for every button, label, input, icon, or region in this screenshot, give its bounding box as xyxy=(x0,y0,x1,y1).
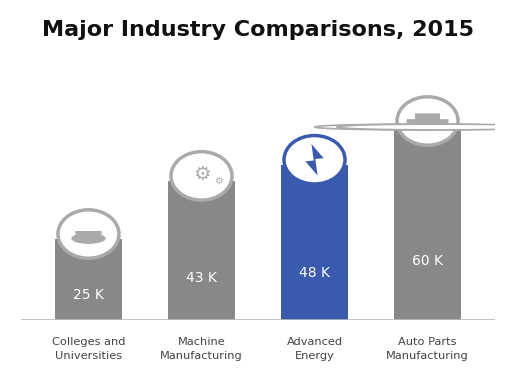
FancyBboxPatch shape xyxy=(75,231,102,235)
Text: 43 K: 43 K xyxy=(186,271,217,285)
Text: Machine
Manufacturing: Machine Manufacturing xyxy=(160,337,243,361)
Text: Advanced
Energy: Advanced Energy xyxy=(286,337,343,361)
Ellipse shape xyxy=(71,233,106,244)
Bar xyxy=(55,239,122,320)
Bar xyxy=(394,126,461,320)
Bar xyxy=(168,181,235,320)
Circle shape xyxy=(315,124,516,130)
Text: Auto Parts
Manufacturing: Auto Parts Manufacturing xyxy=(386,337,469,361)
FancyBboxPatch shape xyxy=(407,119,448,128)
Circle shape xyxy=(337,124,516,130)
Text: Major Industry Comparisons, 2015: Major Industry Comparisons, 2015 xyxy=(42,20,474,39)
Text: 25 K: 25 K xyxy=(73,288,104,302)
Text: ⚙: ⚙ xyxy=(214,176,222,186)
Ellipse shape xyxy=(171,152,232,200)
Polygon shape xyxy=(305,144,324,176)
Bar xyxy=(281,165,348,320)
Ellipse shape xyxy=(284,135,345,184)
Text: ⚙: ⚙ xyxy=(193,165,210,184)
Text: 48 K: 48 K xyxy=(299,266,330,280)
Ellipse shape xyxy=(58,210,119,258)
Text: Colleges and
Universities: Colleges and Universities xyxy=(52,337,125,361)
Text: 60 K: 60 K xyxy=(412,255,443,268)
FancyBboxPatch shape xyxy=(415,113,440,120)
Ellipse shape xyxy=(397,97,458,145)
